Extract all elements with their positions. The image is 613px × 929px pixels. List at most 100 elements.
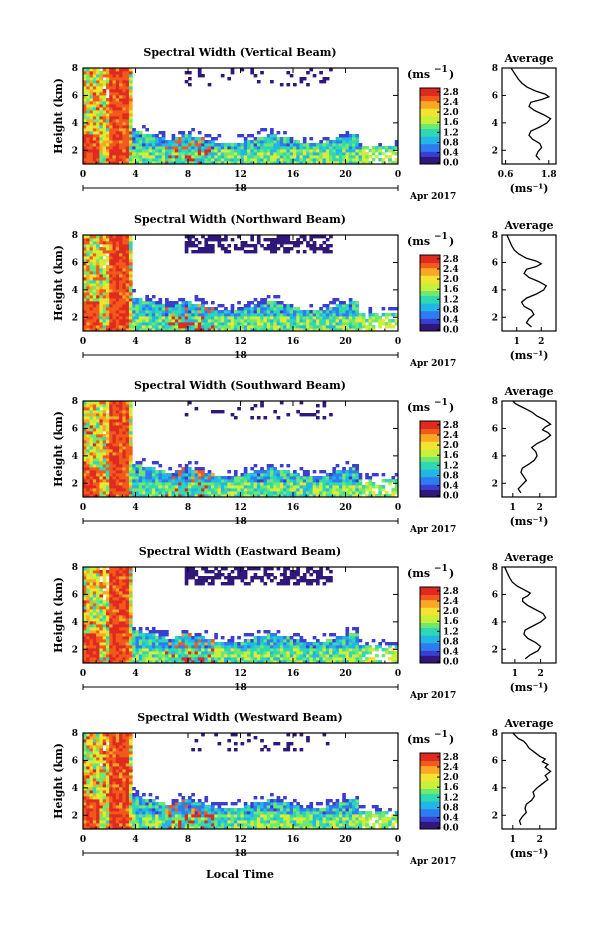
heatmap-cell: [250, 250, 255, 254]
heatmap-cell: [119, 259, 123, 263]
heatmap-cell: [96, 113, 100, 117]
colorbar-segment: [420, 481, 440, 485]
heatmap-cell: [378, 325, 382, 329]
heatmap-cell: [96, 280, 100, 284]
heatmap-cell: [345, 461, 350, 465]
heatmap-cell: [115, 298, 120, 302]
heatmap-cell: [256, 491, 261, 495]
heatmap-cell: [125, 648, 130, 652]
heatmap-cell: [86, 633, 90, 637]
heatmap-cell: [283, 313, 287, 317]
heatmap-cell: [99, 570, 104, 574]
heatmap-cell: [86, 606, 90, 610]
heatmap-cell: [325, 322, 330, 326]
heatmap-cell: [145, 479, 150, 483]
heatmap-cell: [270, 310, 274, 314]
heatmap-cell: [371, 473, 376, 477]
heatmap-cell: [289, 140, 294, 144]
heatmap-cell: [332, 319, 337, 323]
heatmap-cell: [89, 648, 94, 652]
heatmap-cell: [109, 407, 113, 411]
heatmap-cell: [138, 307, 143, 311]
heatmap-cell: [96, 158, 100, 162]
heatmap-cell: [312, 485, 317, 489]
heatmap-cell: [155, 630, 159, 634]
heatmap-cell: [348, 491, 353, 495]
heatmap-cell: [296, 476, 300, 480]
heatmap-cell: [92, 425, 97, 429]
heatmap-cell: [122, 152, 127, 156]
heatmap-cell: [96, 485, 100, 489]
heatmap-cell: [217, 494, 222, 498]
heatmap-cell: [128, 152, 133, 156]
heatmap-cell: [171, 485, 176, 489]
heatmap-cell: [86, 298, 90, 302]
heatmap-cell: [220, 410, 225, 414]
heatmap-cell: [178, 636, 182, 640]
heatmap-cell: [115, 259, 120, 263]
heatmap-cell: [128, 657, 133, 661]
heatmap-cell: [99, 630, 104, 634]
heatmap-cell: [112, 286, 117, 290]
heatmap-cell: [92, 298, 97, 302]
heatmap-cell: [184, 134, 189, 138]
heatmap-cell: [122, 80, 127, 84]
heatmap-cell: [161, 158, 166, 162]
heatmap-cell: [132, 158, 136, 162]
heatmap-cell: [256, 238, 261, 242]
heatmap-cell: [83, 268, 87, 272]
heatmap-cell: [312, 241, 317, 245]
heatmap-cell: [115, 636, 120, 640]
heatmap-cell: [161, 654, 166, 658]
heatmap-cell: [253, 74, 258, 78]
heatmap-cell: [92, 107, 97, 111]
heatmap-cell: [361, 161, 366, 165]
heatmap-cell: [105, 86, 110, 90]
heatmap-cell: [148, 307, 153, 311]
heatmap-cell: [89, 292, 94, 296]
heatmap-cell: [342, 304, 346, 308]
heatmap-cell: [86, 636, 90, 640]
heatmap-cell: [365, 161, 369, 165]
heatmap-cell: [109, 639, 113, 643]
heatmap-cell: [89, 158, 94, 162]
heatmap-cell: [250, 491, 255, 495]
heatmap-cell: [89, 101, 94, 105]
heatmap-cell: [191, 128, 195, 132]
heatmap-cell: [355, 152, 360, 156]
heatmap-cell: [322, 404, 327, 408]
heatmap-cell: [240, 322, 245, 326]
heatmap-cell: [105, 654, 110, 658]
heatmap-cell: [119, 304, 123, 308]
heatmap-cell: [207, 310, 212, 314]
heatmap-cell: [194, 642, 199, 646]
heatmap-cell: [171, 648, 176, 652]
heatmap-cell: [204, 630, 209, 634]
heatmap-cell: [122, 256, 127, 260]
heatmap-cell: [352, 152, 356, 156]
heatmap-cell: [115, 155, 120, 159]
heatmap-cell: [194, 325, 199, 329]
heatmap-cell: [92, 461, 97, 465]
heatmap-cell: [122, 268, 127, 272]
heatmap-cell: [171, 642, 176, 646]
heatmap-cell: [253, 325, 258, 329]
heatmap-cell: [151, 301, 156, 305]
heatmap-cell: [125, 416, 130, 420]
heatmap-cell: [194, 648, 199, 652]
heatmap-cell: [194, 570, 199, 574]
heatmap-cell: [89, 71, 94, 75]
heatmap-cell: [197, 645, 202, 649]
heatmap-cell: [276, 235, 281, 239]
heatmap-cell: [260, 313, 264, 317]
heatmap-cell: [361, 491, 366, 495]
heatmap-cell: [158, 319, 163, 323]
heatmap-cell: [128, 660, 133, 664]
heatmap-cell: [128, 573, 133, 577]
heatmap-cell: [112, 461, 117, 465]
heatmap-cell: [105, 642, 110, 646]
heatmap-cell: [171, 134, 176, 138]
heatmap-cell: [250, 68, 255, 72]
heatmap-cell: [115, 268, 120, 272]
heatmap-cell: [368, 322, 373, 326]
